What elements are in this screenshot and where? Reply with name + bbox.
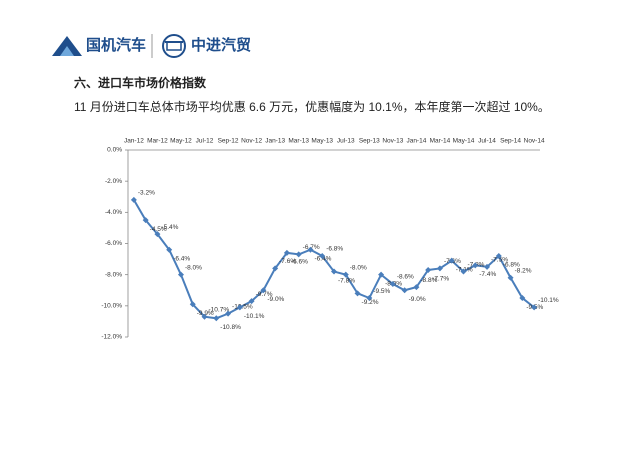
marker	[225, 310, 232, 317]
x-tick-label: Jul-14	[478, 138, 496, 145]
data-label: -7.5%	[491, 257, 508, 264]
data-label: -8.0%	[185, 264, 202, 271]
marker	[283, 249, 290, 256]
data-label: -3.2%	[138, 190, 155, 197]
y-tick-label: 0.0%	[107, 147, 122, 154]
marker	[378, 271, 385, 278]
marker	[389, 281, 396, 288]
marker	[295, 251, 302, 258]
x-tick-label: May-14	[453, 138, 475, 145]
marker	[436, 265, 443, 272]
marker	[366, 295, 373, 302]
y-tick-label: -2.0%	[105, 178, 122, 185]
marker	[425, 266, 432, 273]
data-label: -6.8%	[503, 262, 520, 269]
x-tick-label: Jan-13	[265, 138, 285, 145]
y-tick-label: -8.0%	[105, 271, 122, 278]
data-label: -7.4%	[479, 271, 496, 278]
y-tick-label: -10.0%	[101, 303, 122, 310]
y-tick-label: -6.0%	[105, 240, 122, 247]
marker	[260, 287, 267, 294]
marker	[448, 257, 455, 264]
data-label: -8.8%	[420, 277, 437, 284]
x-tick-label: Nov-13	[382, 138, 403, 145]
marker	[401, 287, 408, 294]
marker	[484, 263, 491, 270]
data-label: -9.9%	[197, 310, 214, 317]
data-label: -9.0%	[267, 296, 284, 303]
data-label: -10.8%	[220, 324, 241, 331]
data-label: -7.7%	[432, 276, 449, 283]
data-label: -9.2%	[362, 299, 379, 306]
x-tick-label: Sep-13	[359, 138, 380, 145]
data-label: -8.6%	[397, 274, 414, 281]
marker	[531, 304, 538, 311]
marker	[354, 290, 361, 297]
y-tick-label: -12.0%	[101, 334, 122, 341]
chart: 0.0% -2.0% -4.0% -6.0% -8.0% -10.0% -12.0% Jan-…	[101, 138, 559, 341]
x-tick-label: May-13	[311, 138, 333, 145]
marker	[201, 313, 208, 320]
marker	[519, 295, 526, 302]
marker	[248, 298, 255, 305]
marker	[472, 262, 479, 269]
data-label: -6.4%	[173, 255, 190, 262]
marker	[154, 231, 161, 238]
data-label: -6.6%	[291, 259, 308, 266]
marker	[413, 284, 420, 291]
marker	[236, 304, 243, 311]
data-label: -9.0%	[409, 296, 426, 303]
x-tick-label: Sep-12	[218, 138, 239, 145]
data-label: -7.6%	[279, 258, 296, 265]
data-label: -6.8%	[326, 246, 343, 253]
marker	[507, 274, 514, 281]
x-tick-label: Mar-14	[430, 138, 451, 145]
x-tick-label: Jul-13	[337, 138, 355, 145]
subtitle: 11 月份进口车总体市场平均优惠 6.6 万元，优惠幅度为 10.1%，本年度第…	[74, 99, 550, 114]
x-tick-label: May-12	[170, 138, 192, 145]
data-label: -8.0%	[350, 264, 367, 271]
marker	[495, 252, 502, 259]
logo-right-icon	[162, 34, 186, 58]
data-label: -5.4%	[161, 224, 178, 231]
marker	[166, 246, 173, 253]
data-label: -7.8%	[338, 277, 355, 284]
marker	[189, 301, 196, 308]
data-label: -10.7%	[209, 306, 230, 313]
logo-left-icon	[52, 36, 82, 56]
section-title: 六、进口车市场价格指数	[74, 75, 207, 90]
x-tick-label: Jan-14	[406, 138, 426, 145]
data-label: -9.5%	[373, 288, 390, 295]
data-label: -10.1%	[244, 313, 265, 320]
logo-left-text: 国机汽车	[86, 36, 146, 54]
marker	[213, 315, 220, 322]
marker	[272, 265, 279, 272]
x-tick-label: Mar-13	[288, 138, 309, 145]
x-tick-label: Sep-14	[500, 138, 521, 145]
marker	[460, 268, 467, 275]
data-label: -9.7%	[256, 291, 273, 298]
data-label: -8.2%	[515, 268, 532, 275]
marker	[177, 271, 184, 278]
data-label: -10.1%	[538, 297, 559, 304]
x-tick-label: Nov-12	[241, 138, 262, 145]
data-label: -10.5%	[232, 303, 253, 310]
data-label: -4.5%	[150, 226, 167, 233]
marker	[142, 217, 149, 224]
x-tick-label: Jan-12	[124, 138, 144, 145]
marker	[130, 196, 137, 203]
y-tick-label: -4.0%	[105, 209, 122, 216]
data-label: -6.4%	[314, 255, 331, 262]
logo-right-text: 中进汽贸	[191, 36, 251, 54]
x-tick-label: Jul-12	[196, 138, 214, 145]
marker	[319, 252, 326, 259]
marker	[331, 268, 337, 275]
x-tick-label: Mar-12	[147, 138, 168, 145]
marker	[342, 271, 349, 278]
x-tick-label: Nov-14	[524, 138, 545, 145]
marker	[307, 246, 314, 253]
